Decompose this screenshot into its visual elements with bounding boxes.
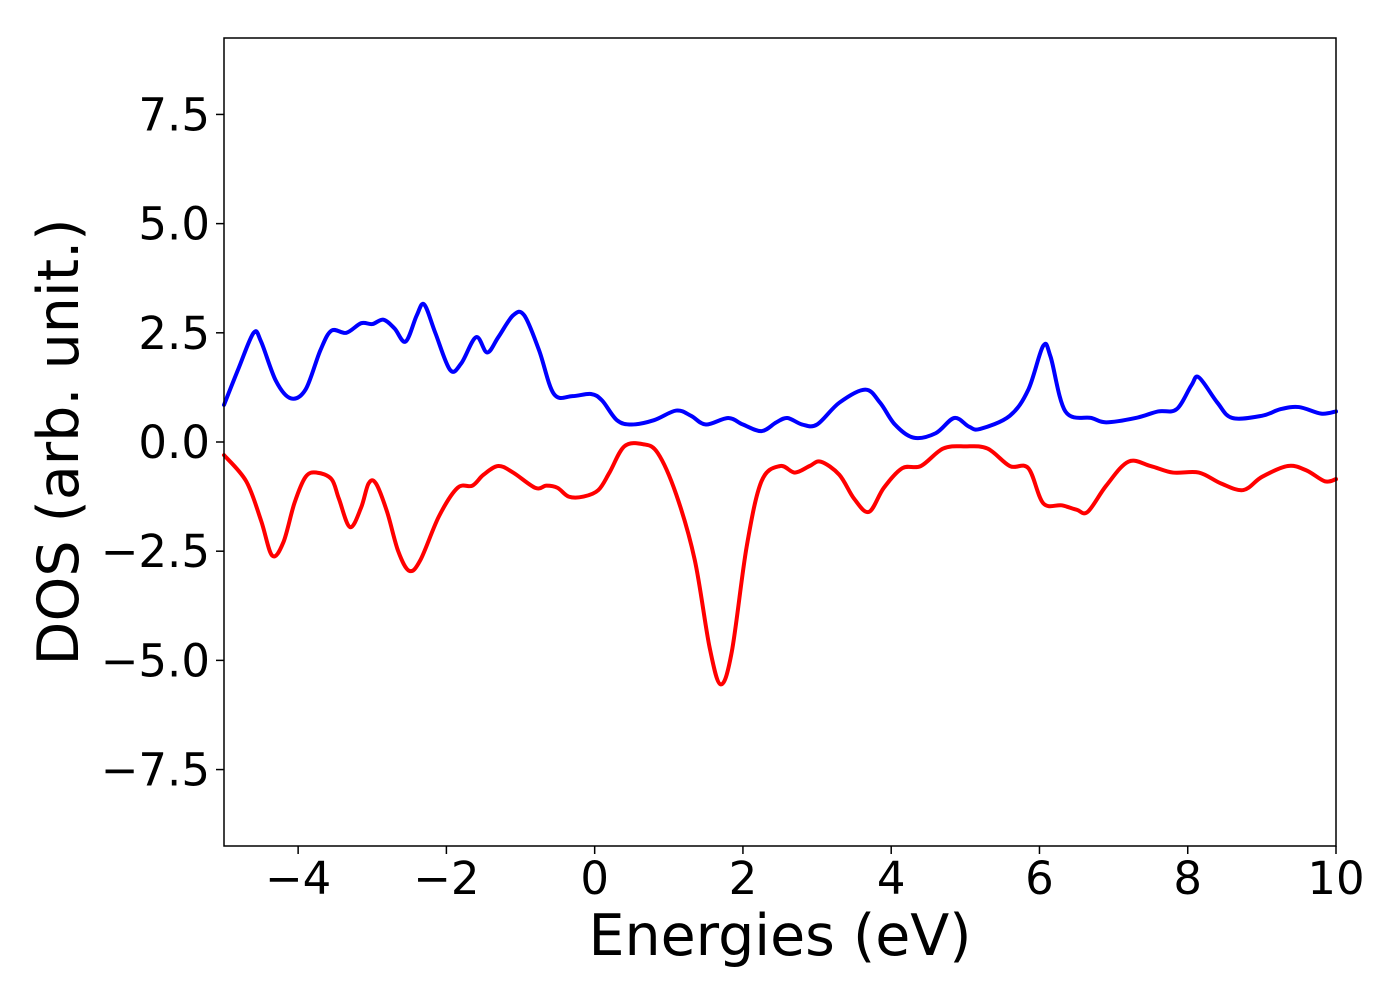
- x-tick-label: 0: [580, 852, 609, 905]
- x-axis-label: Energies (eV): [588, 903, 971, 969]
- series-line-1: [222, 301, 1338, 441]
- y-tick-label: 5.0: [138, 198, 210, 251]
- y-axis-label: DOS (arb. unit.): [26, 219, 92, 666]
- x-tick-label: 6: [1025, 852, 1054, 905]
- y-tick-label: 2.5: [138, 307, 210, 360]
- y-tick-label: 7.5: [138, 88, 210, 141]
- x-tick-label: 2: [729, 852, 758, 905]
- x-tick-label: −4: [265, 852, 331, 905]
- x-tick-label: 4: [877, 852, 906, 905]
- series-line-2: [222, 441, 1338, 687]
- y-tick-label: −7.5: [101, 744, 210, 797]
- ticks-layer: −4 −2 0 2 4 6 8 10 −7.5 −5.0 −2.5 0.0 2.5 5.0 7.5: [101, 88, 1365, 905]
- y-tick-label: 0.0: [138, 416, 210, 469]
- series-layer: [222, 301, 1338, 687]
- x-tick-label: 10: [1307, 852, 1364, 905]
- plot-background: [224, 38, 1336, 846]
- x-tick-label: −2: [413, 852, 479, 905]
- y-tick-label: −5.0: [101, 634, 210, 687]
- y-tick-label: −2.5: [101, 525, 210, 578]
- x-tick-label: 8: [1173, 852, 1202, 905]
